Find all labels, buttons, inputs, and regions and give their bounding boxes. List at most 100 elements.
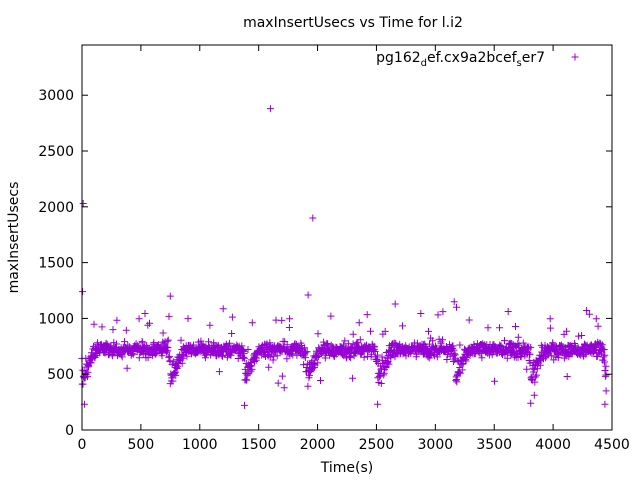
data-point	[377, 380, 385, 387]
data-point	[183, 352, 191, 360]
y-tick-label: 1500	[38, 256, 74, 272]
legend-marker	[571, 53, 579, 61]
data-point	[274, 379, 282, 387]
data-point	[601, 372, 609, 380]
data-point	[347, 354, 355, 362]
data-point	[278, 316, 286, 324]
data-point	[391, 353, 399, 361]
data-point	[512, 323, 519, 330]
data-point	[382, 364, 390, 372]
data-point	[273, 352, 281, 360]
data-point	[439, 336, 446, 344]
data-point	[166, 292, 174, 300]
data-point	[367, 327, 374, 335]
plot-border	[81, 44, 613, 431]
data-point	[501, 337, 508, 345]
data-point	[109, 326, 117, 334]
data-point	[546, 315, 554, 323]
data-point	[165, 312, 173, 320]
data-point	[301, 354, 309, 362]
data-point	[458, 366, 466, 374]
data-point	[449, 342, 457, 350]
data-point	[600, 346, 608, 353]
data-point	[425, 327, 432, 335]
data-point	[391, 300, 399, 308]
data-point	[226, 339, 234, 347]
y-tick-label: 3000	[38, 88, 74, 104]
data-point	[243, 376, 251, 384]
data-point	[601, 400, 609, 408]
data-point	[317, 377, 324, 384]
data-point	[79, 380, 87, 388]
data-point	[113, 340, 120, 348]
data-point	[309, 214, 317, 222]
data-point	[355, 319, 363, 327]
data-point	[164, 336, 172, 344]
data-point	[269, 356, 277, 364]
data-point	[303, 348, 311, 356]
data-point	[602, 371, 610, 379]
data-point	[374, 400, 382, 408]
data-point	[341, 337, 349, 345]
data-point	[465, 316, 473, 324]
data-point	[201, 354, 209, 362]
plot-area	[78, 105, 610, 409]
y-tick-label: 500	[47, 367, 74, 383]
y-tick-label: 2000	[38, 200, 74, 216]
data-point	[135, 354, 143, 362]
data-point	[356, 336, 364, 344]
data-point	[531, 373, 539, 381]
data-point	[122, 326, 130, 334]
legend-label: pg162def.cx9a2bcefser7	[376, 50, 545, 69]
x-tick-label: 0	[78, 437, 87, 453]
axes: 0 500 1000 1500 2000 2500 3000 3500 4000 4500 0 500…	[38, 45, 630, 453]
data-point	[280, 384, 288, 392]
data-point	[141, 310, 149, 317]
x-tick-label: 1000	[182, 437, 218, 453]
data-point	[90, 320, 98, 328]
data-point	[514, 340, 522, 348]
data-point	[228, 313, 236, 321]
data-point	[164, 344, 172, 352]
data-point	[123, 364, 131, 372]
data-point	[531, 378, 539, 386]
data-point	[168, 374, 176, 382]
data-point	[600, 353, 608, 361]
data-point	[314, 330, 322, 338]
legend-label-part-1: pg162	[376, 50, 421, 66]
data-point	[285, 324, 293, 331]
data-point	[519, 339, 527, 347]
x-tick-label: 3000	[418, 437, 454, 453]
data-point	[265, 363, 273, 371]
data-point	[477, 349, 485, 357]
data-point	[417, 310, 425, 317]
data-point	[437, 340, 445, 348]
data-point	[349, 374, 357, 382]
data-point	[310, 360, 318, 368]
data-point	[592, 315, 600, 323]
data-point	[85, 363, 93, 371]
data-point	[239, 346, 247, 354]
x-tick-label: 4500	[594, 437, 630, 453]
data-point	[515, 341, 523, 349]
data-point	[546, 324, 554, 332]
data-point	[443, 356, 451, 363]
data-point	[215, 368, 223, 376]
data-point	[247, 367, 255, 375]
data-point	[306, 372, 313, 380]
data-point	[283, 355, 291, 363]
data-point	[113, 316, 121, 324]
data-point	[138, 339, 146, 347]
data-point	[242, 376, 250, 384]
data-point	[378, 365, 385, 373]
data-point	[381, 327, 389, 335]
data-point	[527, 399, 535, 407]
data-point	[456, 341, 464, 349]
x-tick-label: 2000	[300, 437, 336, 453]
data-point	[304, 382, 312, 390]
data-point	[98, 323, 106, 331]
data-point	[283, 341, 291, 349]
data-point	[79, 288, 87, 296]
data-point	[602, 387, 610, 395]
